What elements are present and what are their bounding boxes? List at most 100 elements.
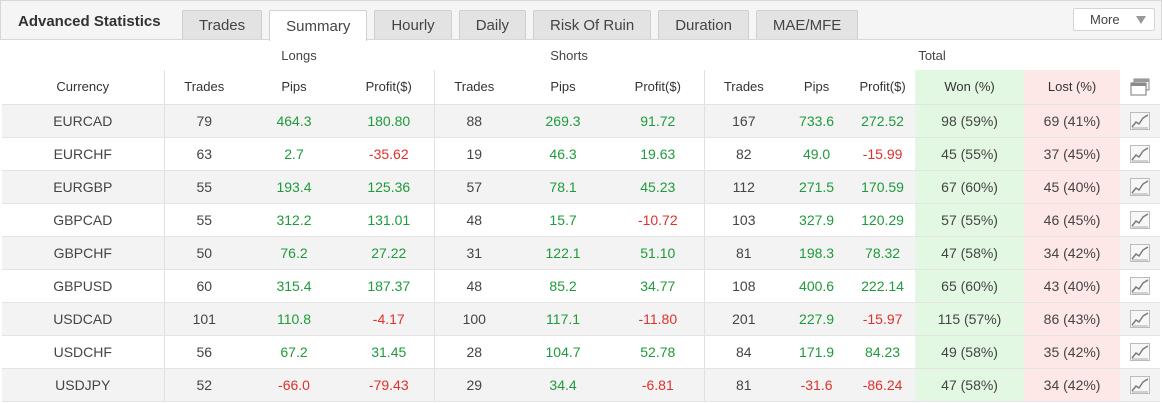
line-chart-icon[interactable] [1130,309,1151,328]
cell-longs-pips: 76.2 [244,236,344,270]
cell-won: 45 (55%) [915,137,1025,171]
cell-longs-profit: 31.45 [344,335,435,369]
line-chart-icon[interactable] [1130,210,1151,229]
tab-duration[interactable]: Duration [658,10,749,39]
col-won[interactable]: Won (%) [915,70,1025,105]
row-action-cell [1120,368,1161,402]
col-longs-trades[interactable]: Trades [163,70,244,105]
tab-trades[interactable]: Trades [182,10,263,39]
tab-hourly[interactable]: Hourly [374,10,452,39]
cell-currency: USDJPY [2,368,164,402]
cell-longs-pips: 312.2 [244,203,344,237]
group-longs: Longs [281,47,317,63]
cell-shorts-pips: 78.1 [514,170,613,204]
cell-total-pips: 271.5 [783,170,851,204]
col-shorts-trades[interactable]: Trades [433,70,515,105]
col-total-pips[interactable]: Pips [783,70,851,105]
cell-shorts-profit: -10.72 [612,203,705,237]
cell-longs-profit: 125.36 [344,170,435,204]
cell-won: 98 (59%) [915,104,1025,138]
table-row: EURCAD 79 464.3 180.80 88 269.3 91.72 167 733.6 2… [2,104,1161,138]
cell-lost: 69 (41%) [1024,104,1121,138]
cell-longs-trades: 63 [163,137,244,171]
cell-shorts-pips: 104.7 [514,335,613,369]
row-action-cell [1120,137,1161,171]
cell-shorts-profit: 52.78 [612,335,705,369]
line-chart-icon[interactable] [1130,342,1151,361]
cell-total-profit: 222.14 [850,269,916,303]
col-shorts-profit[interactable]: Profit($) [612,70,705,105]
cell-won: 47 (58%) [915,368,1025,402]
col-longs-profit[interactable]: Profit($) [344,70,435,105]
line-chart-icon[interactable] [1130,243,1151,262]
cell-currency: EURCHF [2,137,164,171]
table-row: EURCHF 63 2.7 -35.62 19 46.3 19.63 82 49.0 -15.99… [2,137,1161,171]
line-chart-icon[interactable] [1130,111,1151,130]
cell-total-pips: 49.0 [783,137,851,171]
cell-total-trades: 81 [703,236,784,270]
line-chart-icon[interactable] [1130,276,1151,295]
line-chart-icon[interactable] [1130,177,1151,196]
cell-shorts-pips: 15.7 [514,203,613,237]
cell-shorts-pips: 85.2 [514,269,613,303]
tab-risk-of-ruin[interactable]: Risk Of Ruin [533,10,652,39]
tab-mae-mfe[interactable]: MAE/MFE [755,10,859,39]
cell-shorts-trades: 57 [433,170,515,204]
cell-longs-trades: 50 [163,236,244,270]
cell-longs-trades: 60 [163,269,244,303]
cell-longs-pips: 193.4 [244,170,344,204]
cell-shorts-profit: 91.72 [612,104,705,138]
cell-lost: 46 (45%) [1024,203,1121,237]
cell-longs-pips: 464.3 [244,104,344,138]
tab-summary[interactable]: Summary [269,10,368,41]
group-shorts: Shorts [550,47,588,63]
cell-shorts-pips: 122.1 [514,236,613,270]
chevron-down-icon [1136,16,1146,24]
cell-total-profit: 170.59 [850,170,916,204]
group-total: Total [918,47,946,63]
cell-currency: GBPCAD [2,203,164,237]
cell-longs-pips: -66.0 [244,368,344,402]
cell-total-pips: -31.6 [783,368,851,402]
col-currency[interactable]: Currency [2,70,164,105]
row-action-cell [1120,269,1161,303]
stacked-windows-icon[interactable] [1129,77,1151,97]
line-chart-icon[interactable] [1130,375,1151,394]
row-action-cell [1120,335,1161,369]
table-row: USDCHF 56 67.2 31.45 28 104.7 52.78 84 171.9 84.2… [2,335,1161,369]
cell-longs-pips: 2.7 [244,137,344,171]
tab-bar: Trades Summary Hourly Daily Risk Of Ruin… [182,10,865,41]
cell-currency: EURCAD [2,104,164,138]
cell-currency: GBPCHF [2,236,164,270]
col-longs-pips[interactable]: Pips [244,70,344,105]
cell-total-profit: -15.99 [850,137,916,171]
cell-shorts-pips: 269.3 [514,104,613,138]
cell-shorts-trades: 31 [433,236,515,270]
cell-total-trades: 201 [703,302,784,336]
col-shorts-pips[interactable]: Pips [514,70,613,105]
cell-total-trades: 84 [703,335,784,369]
col-total-profit[interactable]: Profit($) [850,70,916,105]
cell-longs-profit: 187.37 [344,269,435,303]
col-total-trades[interactable]: Trades [703,70,784,105]
cell-total-profit: 78.32 [850,236,916,270]
more-dropdown[interactable]: More [1073,8,1155,31]
stats-header: Advanced Statistics Trades Summary Hourl… [0,0,1162,41]
col-lost[interactable]: Lost (%) [1024,70,1121,105]
tab-daily[interactable]: Daily [458,10,527,39]
line-chart-icon[interactable] [1130,144,1151,163]
cell-total-pips: 171.9 [783,335,851,369]
cell-lost: 43 (40%) [1024,269,1121,303]
cell-lost: 34 (42%) [1024,236,1121,270]
cell-shorts-pips: 117.1 [514,302,613,336]
cell-shorts-trades: 29 [433,368,515,402]
cell-won: 49 (58%) [915,335,1025,369]
cell-longs-profit: -79.43 [344,368,435,402]
cell-total-profit: -86.24 [850,368,916,402]
row-action-cell [1120,170,1161,204]
cell-longs-profit: -4.17 [344,302,435,336]
cell-total-pips: 327.9 [783,203,851,237]
more-label: More [1090,12,1120,27]
row-action-cell [1120,104,1161,138]
cell-lost: 35 (42%) [1024,335,1121,369]
